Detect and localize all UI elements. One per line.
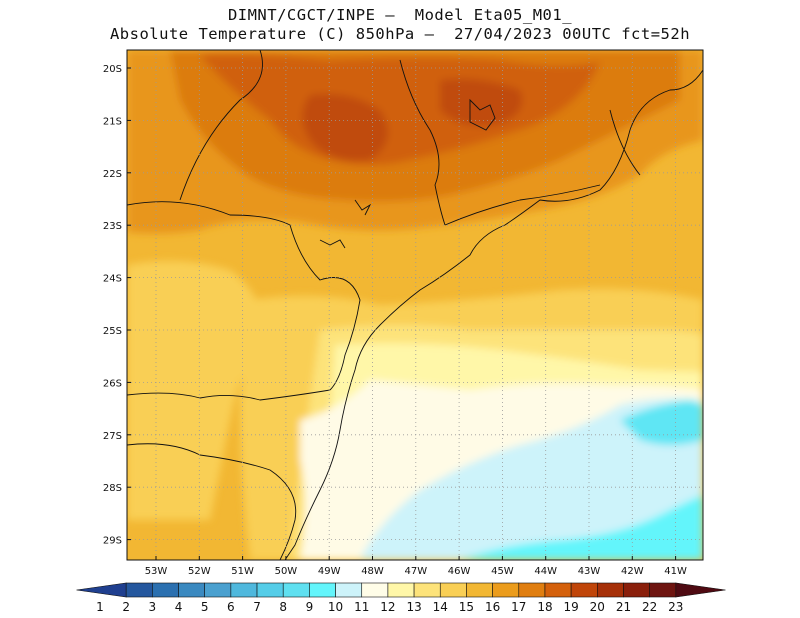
lat-label: 23S [103,221,122,232]
lat-label: 22S [103,169,122,180]
lat-label: 26S [103,378,122,389]
longitude-labels: 53W 52W 51W 50W 49W 48W 47W 46W 45W 44W 43W 42W 41W [145,556,687,577]
colorbar: 1 2 3 4 5 6 7 8 9 10 11 12 13 14 15 16 17 18 19 20 21 22 23 [76,582,726,614]
temperature-field [127,50,703,560]
lat-label: 25S [103,326,122,337]
colorbar-swatch [282,582,310,598]
colorbar-label: 17 [511,600,526,614]
colorbar-swatch [518,582,546,598]
lon-label: 52W [188,566,211,577]
lat-label: 24S [103,274,122,285]
colorbar-swatch [597,582,624,598]
colorbar-swatch [544,582,572,598]
lon-label: 44W [534,566,557,577]
colorbar-label: 3 [149,600,157,614]
lon-label: 48W [361,566,384,577]
lon-label: 51W [231,566,254,577]
colorbar-swatch [256,582,284,598]
lon-label: 45W [491,566,514,577]
colorbar-swatch [623,582,650,598]
lon-label: 43W [578,566,601,577]
lon-label: 42W [621,566,644,577]
lon-label: 41W [664,566,687,577]
colorbar-label: 15 [459,600,474,614]
colorbar-label: 13 [406,600,421,614]
colorbar-label: 20 [590,600,605,614]
lon-label: 50W [275,566,298,577]
colorbar-label: 2 [122,600,130,614]
colorbar-label: 6 [227,600,235,614]
colorbar-swatch [361,582,389,598]
lat-label: 21S [103,116,122,127]
colorbar-label: 14 [433,600,448,614]
colorbar-label: 11 [354,600,369,614]
colorbar-swatch [675,582,726,598]
colorbar-label: 19 [563,600,578,614]
colorbar-label: 9 [306,600,314,614]
colorbar-label: 8 [279,600,287,614]
lon-label: 49W [318,566,341,577]
colorbar-label: 1 [96,600,104,614]
colorbar-label: 4 [175,600,183,614]
colorbar-swatch [76,582,127,598]
colorbar-label: 5 [201,600,209,614]
lat-label: 28S [103,483,122,494]
colorbar-label: 10 [328,600,343,614]
colorbar-label: 22 [642,600,657,614]
colorbar-swatch [466,582,493,598]
colorbar-label: 23 [668,600,683,614]
colorbar-swatch [125,582,153,598]
colorbar-swatch [387,582,415,598]
lat-label: 20S [103,64,122,75]
colorbar-swatch [230,582,258,598]
colorbar-label: 12 [380,600,395,614]
colorbar-swatch [439,582,467,598]
lat-lon-grid [127,50,703,560]
colorbar-swatch [649,582,677,598]
colorbar-swatch [492,582,520,598]
colorbar-swatch [413,582,441,598]
lat-label: 27S [103,431,122,442]
map-subtitle: Absolute Temperature (C) 850hPa – 27/04/… [109,25,691,43]
colorbar-label: 7 [253,600,261,614]
colorbar-swatch [335,582,363,598]
lon-label: 53W [145,566,168,577]
latitude-labels: 20S 21S 22S 23S 24S 25S 26S 27S 28S 29S [103,64,131,547]
colorbar-label: 18 [537,600,552,614]
colorbar-label: 21 [616,600,631,614]
plot-frame [126,49,704,561]
colorbar-swatch [178,582,205,598]
map-title: DIMNT/CGCT/INPE – Model Eta05_M01_ [227,6,573,24]
colorbar-swatch [570,582,598,598]
lat-label: 29S [103,536,122,547]
colorbar-label: 16 [485,600,500,614]
colorbar-swatch [309,582,336,598]
lon-label: 47W [404,566,427,577]
colorbar-swatch [152,582,179,598]
coastline-borders [127,50,703,560]
colorbar-swatch [204,582,232,598]
lon-label: 46W [448,566,471,577]
